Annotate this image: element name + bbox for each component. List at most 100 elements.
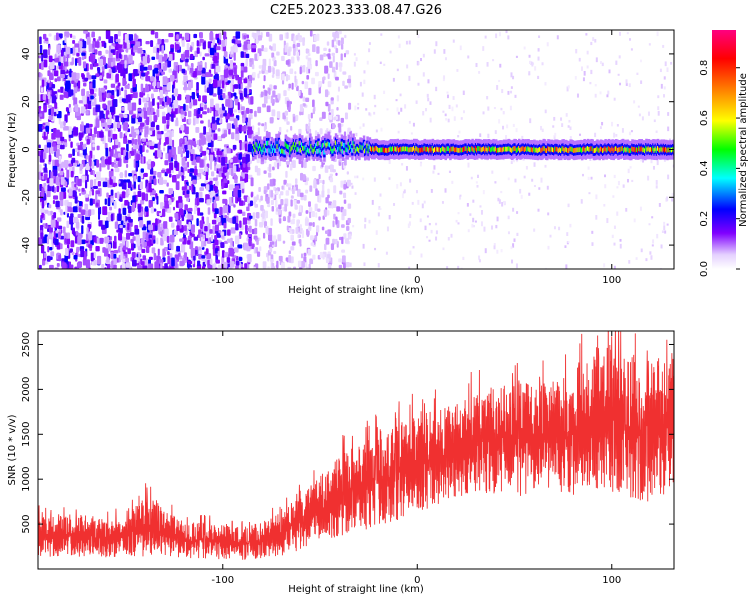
- heatmap-cell: [212, 93, 217, 97]
- heatmap-cell: [141, 72, 146, 77]
- heatmap-cell: [316, 33, 320, 41]
- colorbar-tick-label: 0.2: [699, 211, 710, 227]
- heatmap-cell: [228, 184, 234, 191]
- heatmap-cell: [340, 117, 344, 123]
- heatmap-cell: [228, 196, 232, 206]
- heatmap-cell: [96, 171, 101, 181]
- heatmap-cell: [217, 222, 222, 226]
- heatmap-cell: [64, 31, 70, 38]
- y-tick-label: 20: [21, 95, 32, 108]
- heatmap-cell: [157, 248, 160, 256]
- heatmap-cell: [174, 160, 178, 168]
- heatmap-cell: [148, 57, 151, 63]
- heatmap-cell: [428, 223, 431, 226]
- heatmap-cell: [204, 61, 207, 69]
- heatmap-cell: [187, 110, 192, 118]
- heatmap-cell: [451, 180, 454, 184]
- heatmap-cell: [230, 59, 233, 69]
- heatmap-cell: [660, 244, 663, 249]
- x-tick-label: 0: [414, 575, 420, 586]
- heatmap-cell: [90, 239, 94, 246]
- heatmap-cell: [76, 266, 80, 269]
- heatmap-cell: [214, 235, 218, 240]
- heatmap-cell: [457, 222, 460, 225]
- heatmap-cell: [183, 225, 187, 232]
- heatmap-cell: [270, 254, 274, 261]
- heatmap-cell: [95, 245, 100, 252]
- heatmap-cell: [48, 204, 52, 209]
- heatmap-cell: [152, 175, 156, 180]
- heatmap-cell: [190, 149, 195, 155]
- heatmap-cell: [319, 179, 323, 183]
- heatmap-cell: [442, 247, 445, 251]
- heatmap-cell: [128, 173, 133, 177]
- heatmap-cell: [158, 54, 164, 63]
- heatmap-cell: [450, 233, 453, 238]
- heatmap-cell: [325, 230, 329, 234]
- figure-title: C2E5.2023.333.08.47.G26: [270, 3, 442, 18]
- heatmap-cell: [82, 82, 87, 87]
- heatmap-cell: [308, 118, 311, 123]
- heatmap-cell: [148, 115, 153, 123]
- heatmap-cell: [510, 161, 513, 165]
- heatmap-cell: [268, 58, 271, 67]
- heatmap-cell: [72, 148, 75, 156]
- heatmap-cell: [184, 137, 187, 142]
- heatmap-cell: [305, 210, 309, 214]
- heatmap-cell: [89, 198, 93, 206]
- heatmap-cell: [47, 91, 51, 100]
- heatmap-cell: [286, 32, 289, 39]
- heatmap-cell: [429, 101, 432, 105]
- heatmap-cell: [214, 239, 219, 246]
- heatmap-cell: [150, 266, 153, 269]
- heatmap-cell: [229, 158, 233, 163]
- heatmap-cell: [232, 216, 237, 224]
- heatmap-cell: [70, 170, 74, 178]
- heatmap-cell: [656, 160, 659, 166]
- heatmap-cell: [44, 37, 49, 42]
- heatmap-cell: [423, 200, 426, 204]
- heatmap-cell: [515, 128, 518, 133]
- heatmap-cell: [262, 232, 266, 239]
- heatmap-cell: [412, 122, 415, 127]
- heatmap-cell: [318, 194, 322, 203]
- heatmap-cell: [345, 50, 350, 55]
- heatmap-cell: [421, 203, 424, 209]
- heatmap-cell: [478, 259, 481, 263]
- heatmap-cell: [608, 69, 611, 74]
- heatmap-cell: [176, 245, 181, 252]
- heatmap-cell: [404, 104, 407, 109]
- heatmap-cell: [265, 226, 269, 234]
- heatmap-cell: [111, 61, 114, 67]
- heatmap-cell: [144, 206, 149, 212]
- heatmap-cell: [380, 127, 383, 132]
- heatmap-cell: [487, 106, 490, 111]
- heatmap-cell: [84, 149, 87, 155]
- heatmap-cell: [152, 46, 157, 54]
- heatmap-cell: [405, 166, 408, 171]
- heatmap-cell: [258, 65, 263, 69]
- heatmap-cell: [456, 69, 459, 72]
- heatmap-cell: [337, 86, 340, 92]
- heatmap-cell: [181, 68, 186, 74]
- heatmap-cell: [99, 95, 103, 102]
- heatmap-cell: [101, 228, 107, 235]
- heatmap-cell: [293, 35, 296, 42]
- heatmap-cell: [161, 45, 164, 54]
- heatmap-cell: [459, 194, 462, 197]
- heatmap-cell: [233, 188, 238, 197]
- heatmap-cell: [293, 200, 298, 206]
- heatmap-cell: [117, 122, 121, 129]
- heatmap-cell: [533, 228, 536, 232]
- heatmap-cell: [191, 41, 195, 47]
- heatmap-cell: [531, 178, 534, 182]
- heatmap-cell: [103, 91, 107, 99]
- heatmap-cell: [92, 40, 95, 48]
- heatmap-cell: [603, 203, 606, 207]
- heatmap-cell: [72, 35, 76, 40]
- heatmap-cell: [173, 99, 179, 109]
- heatmap-cell: [478, 255, 481, 260]
- heatmap-cell: [157, 149, 162, 158]
- heatmap-cell: [298, 36, 303, 43]
- heatmap-cell: [531, 61, 534, 67]
